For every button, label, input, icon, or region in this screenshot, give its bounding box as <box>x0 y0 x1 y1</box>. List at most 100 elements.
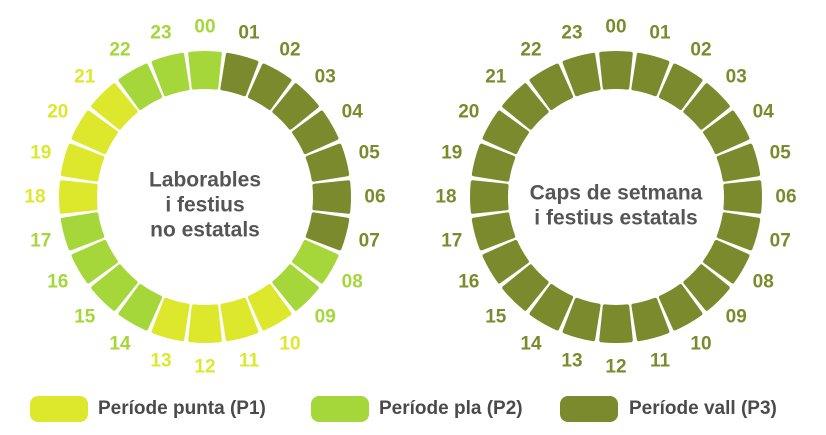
hour-label-20: 20 <box>47 102 68 123</box>
hour-label-08: 08 <box>753 272 774 293</box>
hour-segment-08 <box>703 239 750 284</box>
hour-label-09: 09 <box>726 307 747 328</box>
hour-segment-16 <box>71 239 118 284</box>
hour-label-02: 02 <box>279 39 300 60</box>
legend-label-p1: Període punta (P1) <box>98 398 266 419</box>
hour-label-04: 04 <box>342 102 364 123</box>
hour-label-23: 23 <box>561 22 582 43</box>
hour-segment-21 <box>91 83 138 130</box>
hour-label-19: 19 <box>441 143 462 164</box>
legend-swatch-p1 <box>30 396 88 422</box>
hour-segment-02 <box>247 63 292 110</box>
hour-segment-22 <box>118 63 163 110</box>
hour-label-00: 00 <box>605 17 626 38</box>
hour-segment-05 <box>305 143 350 182</box>
legend-label-p2: Període pla (P2) <box>379 398 523 419</box>
hour-segment-09 <box>272 264 319 311</box>
hour-label-19: 19 <box>30 143 51 164</box>
hour-segment-11 <box>631 297 670 342</box>
hour-label-18: 18 <box>24 187 45 208</box>
hour-label-23: 23 <box>150 22 171 43</box>
ring-title-line: i festius <box>165 194 244 217</box>
hour-segment-19 <box>60 143 105 182</box>
ring-title-line: Caps de setmana <box>530 182 703 205</box>
hour-segment-15 <box>502 264 549 311</box>
hour-segment-23 <box>151 52 190 97</box>
hour-segment-15 <box>91 264 138 311</box>
hour-label-10: 10 <box>690 334 711 355</box>
ring-title-line: no estatals <box>150 219 260 242</box>
hour-label-07: 07 <box>770 230 791 251</box>
hour-label-20: 20 <box>458 102 479 123</box>
hour-label-03: 03 <box>726 66 747 87</box>
legend-swatch-p3 <box>560 396 618 422</box>
hour-segment-03 <box>683 83 730 130</box>
hour-label-07: 07 <box>359 230 380 251</box>
hour-segment-04 <box>292 110 339 155</box>
hour-label-11: 11 <box>239 351 260 372</box>
hour-segment-20 <box>71 110 118 155</box>
ring-workdays: 00 01 02 03 04 05 06 07 08 09 10 11 12 13 14 15 16 17 18 19… <box>24 17 385 378</box>
hour-segment-20 <box>482 110 529 155</box>
hour-segment-12 <box>599 304 633 343</box>
hour-segment-12 <box>188 304 222 343</box>
hour-segment-10 <box>247 284 292 331</box>
hour-segment-18 <box>59 180 98 214</box>
hour-segment-08 <box>292 239 339 284</box>
hour-segment-23 <box>562 52 601 97</box>
hour-label-04: 04 <box>753 102 775 123</box>
hour-label-14: 14 <box>109 334 131 355</box>
legend-swatch-p2 <box>311 396 369 422</box>
hour-label-01: 01 <box>649 22 671 43</box>
hour-label-13: 13 <box>150 351 171 372</box>
hour-label-16: 16 <box>47 272 68 293</box>
hour-label-01: 01 <box>238 22 260 43</box>
hour-label-12: 12 <box>605 357 626 378</box>
hour-segment-17 <box>60 212 105 251</box>
hour-segment-01 <box>220 52 259 97</box>
hour-segment-05 <box>716 143 761 182</box>
hour-segment-02 <box>658 63 703 110</box>
hour-label-00: 00 <box>194 17 215 38</box>
ring-title-line: i festius estatals <box>534 207 697 230</box>
hour-label-05: 05 <box>770 143 792 164</box>
hour-label-03: 03 <box>315 66 336 87</box>
hour-label-15: 15 <box>485 307 507 328</box>
hour-segment-11 <box>220 297 259 342</box>
hour-segment-07 <box>716 212 761 251</box>
hour-label-05: 05 <box>359 143 381 164</box>
hour-label-16: 16 <box>458 272 479 293</box>
hour-segment-09 <box>683 264 730 311</box>
ring-title-line: Laborables <box>149 169 261 192</box>
hour-label-14: 14 <box>520 334 542 355</box>
hour-segment-03 <box>272 83 319 130</box>
hour-segment-00 <box>599 51 633 90</box>
hour-label-21: 21 <box>485 66 507 87</box>
hour-segment-16 <box>482 239 529 284</box>
hour-segment-17 <box>471 212 516 251</box>
hour-label-21: 21 <box>74 66 96 87</box>
hour-segment-22 <box>529 63 574 110</box>
hour-label-06: 06 <box>775 187 796 208</box>
hour-label-15: 15 <box>74 307 96 328</box>
hour-segment-01 <box>631 52 670 97</box>
hour-segment-10 <box>658 284 703 331</box>
hour-segment-13 <box>562 297 601 342</box>
hour-label-12: 12 <box>194 357 215 378</box>
ring-weekends: 00 01 02 03 04 05 06 07 08 09 10 11 12 13 14 15 16 17 18 19… <box>435 17 796 378</box>
hour-segment-07 <box>305 212 350 251</box>
hour-label-10: 10 <box>279 334 300 355</box>
hour-segment-13 <box>151 297 190 342</box>
hour-label-08: 08 <box>342 272 363 293</box>
hour-label-11: 11 <box>650 351 671 372</box>
hour-segment-00 <box>188 51 222 90</box>
hour-label-22: 22 <box>109 39 130 60</box>
hour-segment-14 <box>118 284 163 331</box>
hour-label-22: 22 <box>520 39 541 60</box>
hour-segment-06 <box>312 180 351 214</box>
hour-segment-04 <box>703 110 750 155</box>
hour-segment-06 <box>723 180 762 214</box>
hour-segment-19 <box>471 143 516 182</box>
hour-label-09: 09 <box>315 307 336 328</box>
